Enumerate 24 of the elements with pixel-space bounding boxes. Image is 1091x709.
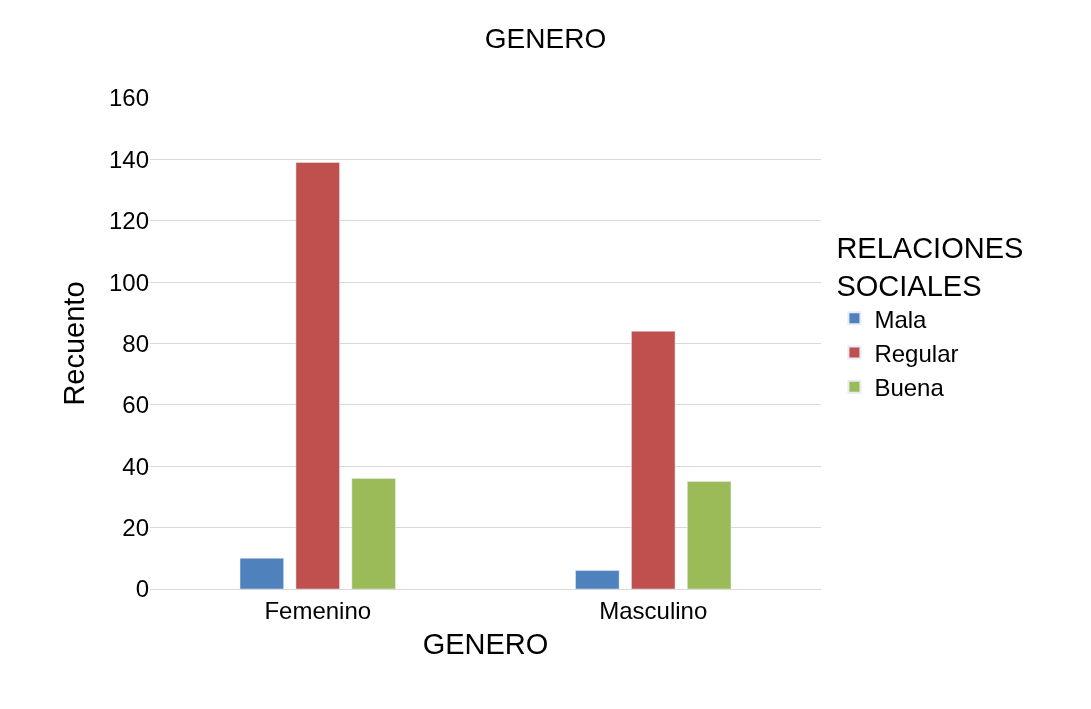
bar bbox=[239, 558, 284, 589]
y-tick-label: 160 bbox=[108, 84, 149, 112]
bar bbox=[295, 162, 340, 589]
x-tick-label: Masculino bbox=[599, 596, 708, 624]
y-tick-label: 20 bbox=[122, 514, 149, 542]
y-tick-label: 140 bbox=[108, 145, 149, 173]
bar bbox=[687, 481, 732, 589]
y-tick-label: 120 bbox=[108, 207, 149, 235]
bar bbox=[631, 330, 676, 589]
y-axis-title: Recuento bbox=[58, 281, 91, 406]
y-tick-label: 40 bbox=[122, 452, 149, 480]
legend-title: RELACIONES SOCIALES bbox=[836, 232, 1024, 303]
chart-title: GENERO bbox=[484, 22, 607, 54]
y-tick-label: 60 bbox=[122, 391, 149, 419]
legend-label: Regular bbox=[874, 339, 959, 367]
x-tick-label: Femenino bbox=[264, 596, 372, 624]
y-tick-label: 100 bbox=[108, 268, 149, 296]
x-axis-title: GENERO bbox=[422, 627, 549, 660]
bar bbox=[351, 478, 396, 589]
legend-label: Buena bbox=[874, 374, 945, 402]
y-tick-label: 0 bbox=[135, 575, 149, 603]
y-tick-label: 80 bbox=[122, 329, 149, 357]
bar bbox=[575, 570, 620, 589]
legend-label: Mala bbox=[874, 305, 928, 333]
